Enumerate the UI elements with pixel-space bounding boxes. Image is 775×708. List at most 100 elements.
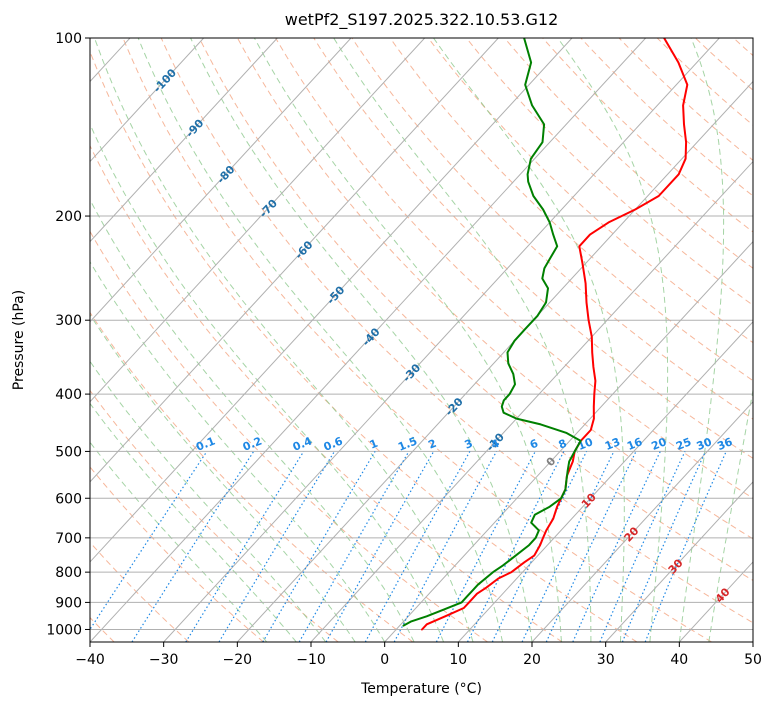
isotherm-gridline [310, 160, 753, 642]
mixing-ratio-label: 16 [625, 435, 644, 453]
mixing-ratio-label: 13 [603, 435, 622, 453]
y-tick-label: 400 [55, 387, 82, 403]
x-tick-label: 0 [380, 652, 389, 668]
x-tick-label: 30 [597, 652, 615, 668]
moist-adiabat-line [94, 38, 474, 642]
y-tick-label: 900 [55, 595, 82, 611]
mixing-ratio-line [393, 451, 498, 642]
moist-adiabat-line [190, 38, 533, 642]
dry-adiabats [90, 38, 753, 642]
mixing-ratio-line [218, 451, 336, 642]
dry-adiabat-line [90, 311, 414, 642]
isotherm-gridline [90, 38, 205, 163]
x-tick-label: 50 [744, 652, 762, 668]
y-tick-label: 500 [55, 444, 82, 460]
x-tick-label: −10 [296, 652, 326, 668]
mixing-ratio-lines [90, 451, 727, 642]
mixing-ratio-label: 3 [463, 437, 475, 452]
x-tick-label: 40 [670, 652, 688, 668]
dry-adiabat-line [90, 144, 563, 642]
mixing-ratio-label: 1 [368, 437, 380, 452]
mixing-ratio-label: 30 [695, 435, 714, 453]
moist-adiabat-line [333, 38, 592, 642]
moist-adiabat-line [708, 387, 753, 642]
y-axis-title: Pressure (hPa) [11, 290, 27, 390]
mixing-ratio-line [131, 451, 255, 642]
chart-title: wetPf2_S197.2025.322.10.53.G12 [285, 10, 559, 30]
moist-adiabat-line [90, 402, 297, 642]
mixing-ratio-line [298, 451, 410, 642]
plot-area: -100-90-80-70-60-50-40-30-20-10010203040… [90, 38, 753, 642]
mixing-ratio-line [491, 451, 588, 642]
mixing-ratio-line [185, 451, 305, 642]
grid-lines [90, 38, 753, 642]
isotherm-gridline [90, 38, 647, 642]
mixing-ratio-label: 36 [715, 435, 734, 453]
dewpoint-profile-line [402, 38, 582, 627]
mixing-ratio-line [325, 451, 435, 642]
mixing-ratio-label: 25 [674, 435, 693, 453]
x-axis-title: Temperature (°C) [360, 681, 482, 697]
dry-adiabat-line [198, 38, 753, 581]
plot-frame [89, 37, 754, 643]
mixing-ratio-label: 20 [649, 435, 668, 453]
mixing-ratio-line [644, 451, 727, 642]
moist-adiabat-line [433, 38, 625, 642]
mixing-ratio-line [572, 451, 661, 642]
y-tick-label: 200 [55, 209, 82, 225]
moist-adiabat-line [90, 313, 356, 642]
profile-series [402, 38, 689, 631]
dry-adiabat-line [90, 230, 488, 642]
moist-adiabat-line [90, 360, 327, 642]
isotherm-gridline [90, 38, 499, 483]
isotherm-gridline [90, 38, 352, 323]
x-axis-ticks: −40 −30 −20 −10 0 10 20 30 40 50 [75, 642, 762, 668]
temperature-profile-line [421, 38, 689, 631]
isotherm-gridline [90, 38, 426, 403]
moist-adiabats [90, 38, 753, 642]
y-tick-label: 700 [55, 531, 82, 547]
x-tick-label: 20 [523, 652, 541, 668]
y-tick-label: 600 [55, 491, 82, 507]
moist-adiabat-line [137, 38, 503, 642]
moist-adiabat-line [678, 38, 725, 642]
dry-adiabat-line [466, 38, 753, 306]
y-tick-label: 1000 [46, 623, 82, 639]
dry-adiabat-line [160, 38, 753, 624]
mixing-ratio-line [521, 451, 615, 642]
y-tick-label: 100 [55, 31, 82, 47]
isotherm-gridline [163, 38, 720, 642]
y-tick-label: 800 [55, 565, 82, 581]
mixing-ratio-label: 2 [426, 437, 438, 452]
mixing-ratio-line [621, 451, 707, 642]
isotherm-gridline [605, 481, 753, 642]
dry-adiabat-line [389, 38, 753, 382]
dry-adiabat-line [504, 38, 753, 269]
dry-adiabat-line [90, 50, 638, 642]
dry-adiabat-line [351, 38, 753, 420]
isotherm-gridline [531, 401, 753, 642]
y-tick-label: 300 [55, 313, 82, 329]
x-tick-label: 10 [449, 652, 467, 668]
moist-adiabat-line [90, 122, 445, 642]
isotherm-gridline [384, 240, 753, 642]
isotherm-gridline [90, 38, 573, 563]
dry-adiabat-line [275, 38, 753, 499]
x-tick-label: −30 [149, 652, 179, 668]
mixing-ratio-label: 8 [557, 437, 569, 452]
y-axis-ticks: 100 200 300 400 500 600 700 800 900 1000 [46, 31, 90, 639]
moist-adiabat-line [557, 38, 669, 642]
isotherm-gridline [90, 38, 278, 243]
mixing-ratio-line [262, 451, 376, 642]
moist-adiabat-line [90, 198, 415, 642]
x-tick-label: −40 [75, 652, 105, 668]
mixing-ratio-line [364, 451, 471, 642]
isotherm-gridline [457, 320, 753, 642]
dry-adiabat-line [122, 38, 712, 642]
dry-adiabat-line [90, 389, 339, 642]
dry-adiabat-line [618, 38, 753, 161]
x-tick-label: −20 [223, 652, 253, 668]
moist-adiabat-line [253, 38, 562, 642]
mixing-ratio-line [545, 451, 637, 642]
